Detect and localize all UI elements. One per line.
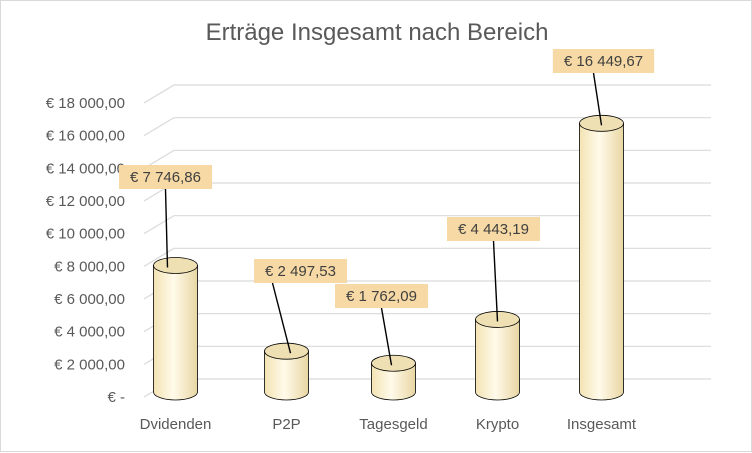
data-label: € 16 449,67 [564, 53, 643, 70]
y-tick-label: € - [107, 389, 125, 406]
gridline [143, 215, 711, 235]
chart-title: Erträge Insgesamt nach Bereich [205, 19, 549, 46]
data-label-box [552, 49, 655, 73]
gridline [143, 313, 711, 333]
y-tick-label: € 16 000,00 [46, 128, 125, 145]
gridline [143, 117, 711, 137]
y-tick-label: € 6 000,00 [54, 291, 125, 308]
data-label-box [335, 284, 428, 308]
bar [579, 114, 624, 401]
data-label: € 7 746,86 [130, 169, 201, 186]
y-tick-label: € 2 000,00 [54, 356, 125, 373]
data-label: € 4 443,19 [458, 221, 529, 238]
x-tick-label: Dvidenden [140, 416, 212, 433]
leader-line [492, 240, 499, 322]
bar [264, 342, 309, 401]
y-tick-label: € 18 000,00 [46, 95, 125, 112]
data-label-box [447, 217, 540, 241]
y-tick-label: € 4 000,00 [54, 324, 125, 341]
bar [475, 311, 520, 401]
x-tick-label: Tagesgeld [359, 416, 427, 433]
y-tick-label: € 8 000,00 [54, 258, 125, 275]
leader-line [380, 307, 393, 366]
gridline [143, 149, 711, 169]
y-tick-label: € 10 000,00 [46, 226, 125, 243]
gridline [143, 345, 711, 365]
data-label-box [119, 165, 212, 189]
gridline [143, 378, 711, 398]
y-tick-label: € 12 000,00 [46, 193, 125, 210]
data-label: € 1 762,09 [346, 288, 417, 305]
gridline [143, 182, 711, 202]
gridline [143, 84, 711, 104]
data-label-box [254, 259, 347, 283]
bar [153, 257, 198, 401]
x-tick-label: P2P [272, 416, 300, 433]
x-tick-label: Insgesamt [567, 416, 637, 433]
data-label: € 2 497,53 [265, 263, 336, 280]
y-tick-label: € 14 000,00 [46, 160, 125, 177]
leader-line [271, 282, 292, 354]
bar [371, 354, 416, 401]
leader-line [592, 72, 603, 126]
leader-line [164, 188, 169, 268]
x-tick-label: Krypto [476, 416, 519, 433]
gridline [143, 247, 711, 267]
